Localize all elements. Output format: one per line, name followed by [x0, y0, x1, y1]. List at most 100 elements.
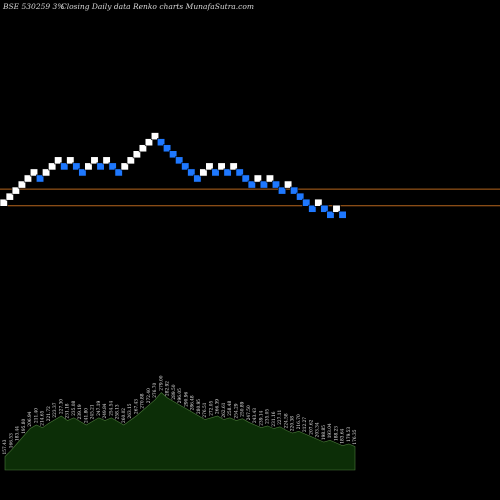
volume-label-6: 214.65: [41, 410, 46, 425]
volume-area-fill: [4, 392, 356, 471]
volume-label-16: 249.84: [103, 403, 108, 418]
renko-brick-3: [17, 180, 26, 189]
volume-label-22: 270.88: [141, 393, 146, 408]
volume-label-12: 239.19: [78, 404, 83, 419]
volume-label-1: 166.53: [9, 433, 14, 448]
volume-label-30: 286.48: [191, 395, 196, 410]
renko-brick-42: [253, 174, 262, 183]
renko-brick-6: [35, 174, 45, 183]
renko-brick-4: [23, 174, 33, 183]
volume-label-48: 212.27: [303, 417, 308, 432]
volume-label-27: 289.50: [172, 384, 177, 399]
volume-label-13: 241.80: [84, 408, 89, 423]
renko-brick-17: [102, 156, 111, 165]
renko-brick-23: [138, 144, 147, 153]
volume-label-19: 260.02: [122, 408, 127, 423]
renko-brick-56: [338, 210, 347, 219]
volume-label-37: 254.29: [234, 403, 239, 418]
renko-brick-26: [157, 138, 166, 147]
volume-label-35: 262.61: [222, 402, 227, 417]
volume-label-7: 221.72: [47, 406, 52, 421]
volume-labels: 157.43 166.53 183.44 195.80 206.94 211.40 214.…: [3, 375, 358, 454]
renko-brick-9: [54, 156, 63, 165]
volume-label-18: 258.13: [116, 404, 121, 419]
renko-brick-52: [314, 198, 323, 207]
renko-brick-25: [150, 132, 160, 141]
renko-brick-30: [181, 162, 190, 171]
renko-brick-15: [90, 156, 99, 165]
chart-symbol: BSE 530259 3%: [2, 2, 64, 11]
volume-label-44: 227.11: [278, 409, 283, 424]
renko-brick-2: [11, 186, 20, 195]
renko-brick-14: [84, 162, 93, 171]
volume-label-31: 280.95: [197, 399, 202, 414]
renko-brick-28: [169, 150, 178, 159]
renko-brick-13: [78, 168, 87, 177]
renko-brick-51: [308, 204, 317, 213]
renko-brick-44: [265, 174, 275, 183]
renko-brick-10: [60, 162, 69, 171]
volume-label-47: 216.70: [297, 414, 302, 429]
volume-label-21: 267.43: [134, 399, 139, 414]
renko-brick-34: [205, 162, 214, 171]
renko-brick-22: [132, 150, 141, 159]
volume-label-46: 220.38: [291, 416, 296, 431]
chart-subtitle: Closing Daily data Renko charts MunafaSu…: [61, 2, 254, 11]
volume-label-15: 247.19: [97, 400, 102, 415]
volume-label-40: 243.43: [253, 408, 258, 423]
renko-brick-7: [42, 168, 51, 177]
volume-label-5: 211.40: [34, 408, 39, 423]
volume-label-42: 235.05: [266, 409, 271, 424]
renko-brick-24: [144, 138, 153, 147]
renko-brick-11: [66, 156, 75, 165]
volume-area: [4, 392, 356, 471]
renko-bricks: [0, 132, 347, 219]
renko-brick-39: [235, 168, 244, 177]
renko-brick-40: [241, 174, 250, 183]
renko-brick-21: [126, 156, 135, 165]
renko-brick-12: [72, 162, 81, 171]
volume-label-25: 279.00: [159, 375, 164, 390]
volume-label-50: 203.34: [316, 422, 321, 437]
volume-label-49: 207.62: [309, 419, 314, 434]
renko-brick-53: [320, 204, 329, 213]
volume-label-38: 250.89: [241, 401, 246, 416]
volume-label-56: 176.35: [353, 429, 358, 444]
renko-brick-0: [0, 198, 8, 207]
volume-label-23: 272.40: [147, 388, 152, 403]
volume-label-43: 231.16: [272, 411, 277, 426]
renko-brick-38: [229, 162, 238, 171]
renko-brick-20: [120, 162, 129, 171]
renko-brick-50: [302, 198, 311, 207]
volume-label-26: 282.92: [166, 381, 171, 396]
renko-brick-32: [193, 174, 202, 183]
renko-brick-5: [29, 168, 39, 177]
volume-label-36: 258.48: [228, 400, 233, 415]
volume-label-9: 227.30: [59, 399, 64, 414]
volume-label-34: 266.39: [216, 399, 221, 414]
renko-brick-48: [290, 186, 299, 195]
volume-label-45: 224.58: [284, 413, 289, 428]
renko-brick-19: [114, 168, 123, 177]
renko-brick-49: [296, 192, 305, 201]
volume-label-17: 254.54: [109, 400, 114, 415]
renko-brick-16: [96, 162, 105, 171]
volume-label-4: 206.94: [28, 411, 33, 426]
volume-label-51: 198.85: [322, 425, 327, 440]
renko-brick-45: [271, 180, 281, 189]
volume-label-0: 157.43: [3, 439, 8, 454]
volume-label-2: 183.44: [16, 426, 21, 441]
volume-label-29: 290.96: [184, 391, 189, 406]
volume-label-32: 276.51: [203, 402, 208, 417]
volume-label-53: 188.23: [334, 426, 339, 441]
renko-brick-37: [223, 168, 232, 177]
renko-brick-43: [259, 180, 268, 189]
volume-label-14: 245.21: [91, 404, 96, 419]
renko-brick-18: [108, 162, 117, 171]
volume-label-54: 183.64: [341, 428, 346, 443]
renko-brick-46: [277, 186, 287, 195]
renko-brick-31: [187, 168, 196, 177]
renko-brick-33: [199, 168, 208, 177]
